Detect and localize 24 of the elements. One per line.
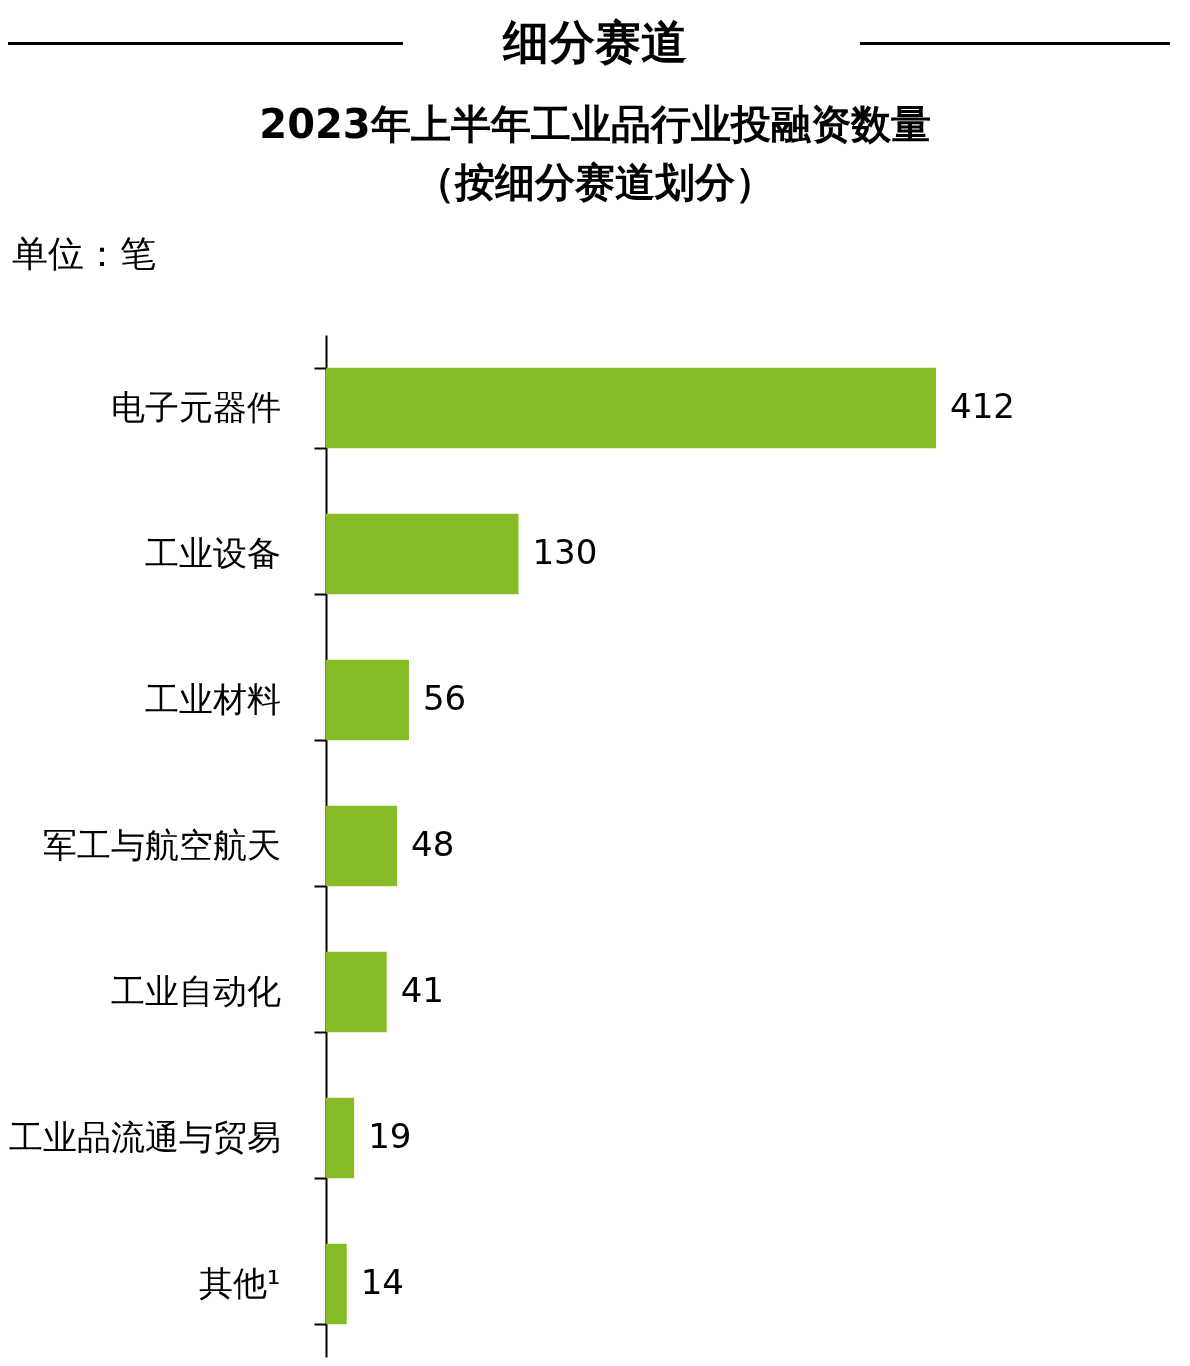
chart-title: 细分赛道 bbox=[501, 14, 688, 71]
y-tick-label: 电子元器件 bbox=[110, 386, 281, 427]
text: 单位：笔 bbox=[12, 232, 157, 276]
bar bbox=[326, 1243, 347, 1325]
bar bbox=[326, 513, 519, 595]
chart-subtitle: 2023年上半年工业品行业投融资数量（按细分赛道划分） bbox=[258, 100, 932, 207]
y-tick-label: 军工与航空航天 bbox=[42, 824, 281, 865]
bar bbox=[326, 367, 936, 449]
bar bbox=[326, 805, 398, 887]
data-label: 412 bbox=[950, 386, 1015, 426]
bar bbox=[326, 951, 387, 1033]
data-label: 56 bbox=[422, 678, 467, 718]
y-tick-label: 工业自动化 bbox=[110, 970, 281, 1011]
y-tick-label: 工业品流通与贸易 bbox=[8, 1116, 281, 1157]
y-tick-label: 工业材料 bbox=[144, 678, 281, 719]
data-label: 41 bbox=[400, 970, 444, 1010]
bar bbox=[326, 1097, 355, 1179]
y-tick-label: 其他¹ bbox=[198, 1262, 281, 1303]
bar bbox=[326, 659, 409, 741]
y-tick-label: 工业设备 bbox=[144, 532, 281, 573]
data-label: 130 bbox=[532, 532, 598, 572]
data-label: 19 bbox=[368, 1116, 412, 1156]
data-label: 48 bbox=[411, 824, 455, 864]
data-label: 14 bbox=[360, 1262, 404, 1302]
